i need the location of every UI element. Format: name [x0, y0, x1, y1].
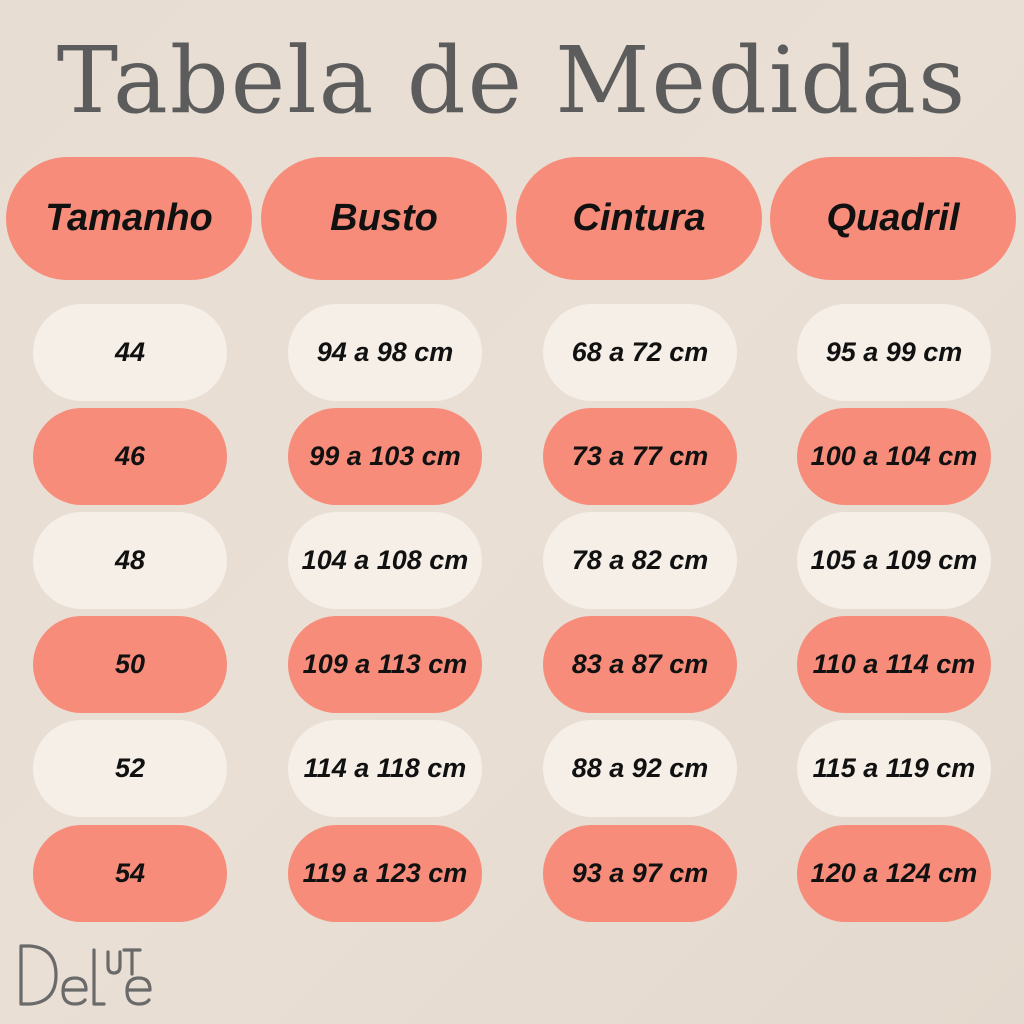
cell-cintura: 88 a 92 cm	[543, 720, 737, 817]
cell-busto: 114 a 118 cm	[288, 720, 482, 817]
cell-cintura: 83 a 87 cm	[543, 616, 737, 713]
cell-quadril: 105 a 109 cm	[797, 512, 991, 609]
table-row: 52 114 a 118 cm 88 a 92 cm 115 a 119 cm	[0, 720, 1024, 817]
cell-quadril: 95 a 99 cm	[797, 304, 991, 401]
table-row: 48 104 a 108 cm 78 a 82 cm 105 a 109 cm	[0, 512, 1024, 609]
cell-quadril: 120 a 124 cm	[797, 825, 991, 922]
cell-tamanho: 46	[33, 408, 227, 505]
cell-tamanho: 54	[33, 825, 227, 922]
page-title: Tabela de Medidas	[56, 27, 968, 134]
cell-busto: 104 a 108 cm	[288, 512, 482, 609]
cell-quadril: 110 a 114 cm	[797, 616, 991, 713]
header-tamanho: Tamanho	[6, 157, 252, 280]
cell-cintura: 68 a 72 cm	[543, 304, 737, 401]
cell-tamanho: 50	[33, 616, 227, 713]
table-row: 54 119 a 123 cm 93 a 97 cm 120 a 124 cm	[0, 825, 1024, 922]
table-row: 46 99 a 103 cm 73 a 77 cm 100 a 104 cm	[0, 408, 1024, 505]
cell-quadril: 115 a 119 cm	[797, 720, 991, 817]
cell-cintura: 73 a 77 cm	[543, 408, 737, 505]
cell-tamanho: 44	[33, 304, 227, 401]
header-busto: Busto	[261, 157, 507, 280]
cell-tamanho: 52	[33, 720, 227, 817]
header-cintura: Cintura	[516, 157, 762, 280]
cell-busto: 119 a 123 cm	[288, 825, 482, 922]
cell-busto: 94 a 98 cm	[288, 304, 482, 401]
delute-logo	[16, 940, 156, 1010]
table-row: 50 109 a 113 cm 83 a 87 cm 110 a 114 cm	[0, 616, 1024, 713]
cell-busto: 109 a 113 cm	[288, 616, 482, 713]
cell-busto: 99 a 103 cm	[288, 408, 482, 505]
table-header: Tamanho Busto Cintura Quadril	[0, 157, 1024, 280]
cell-cintura: 78 a 82 cm	[543, 512, 737, 609]
cell-cintura: 93 a 97 cm	[543, 825, 737, 922]
header-quadril: Quadril	[770, 157, 1016, 280]
cell-quadril: 100 a 104 cm	[797, 408, 991, 505]
table-row: 44 94 a 98 cm 68 a 72 cm 95 a 99 cm	[0, 304, 1024, 401]
cell-tamanho: 48	[33, 512, 227, 609]
